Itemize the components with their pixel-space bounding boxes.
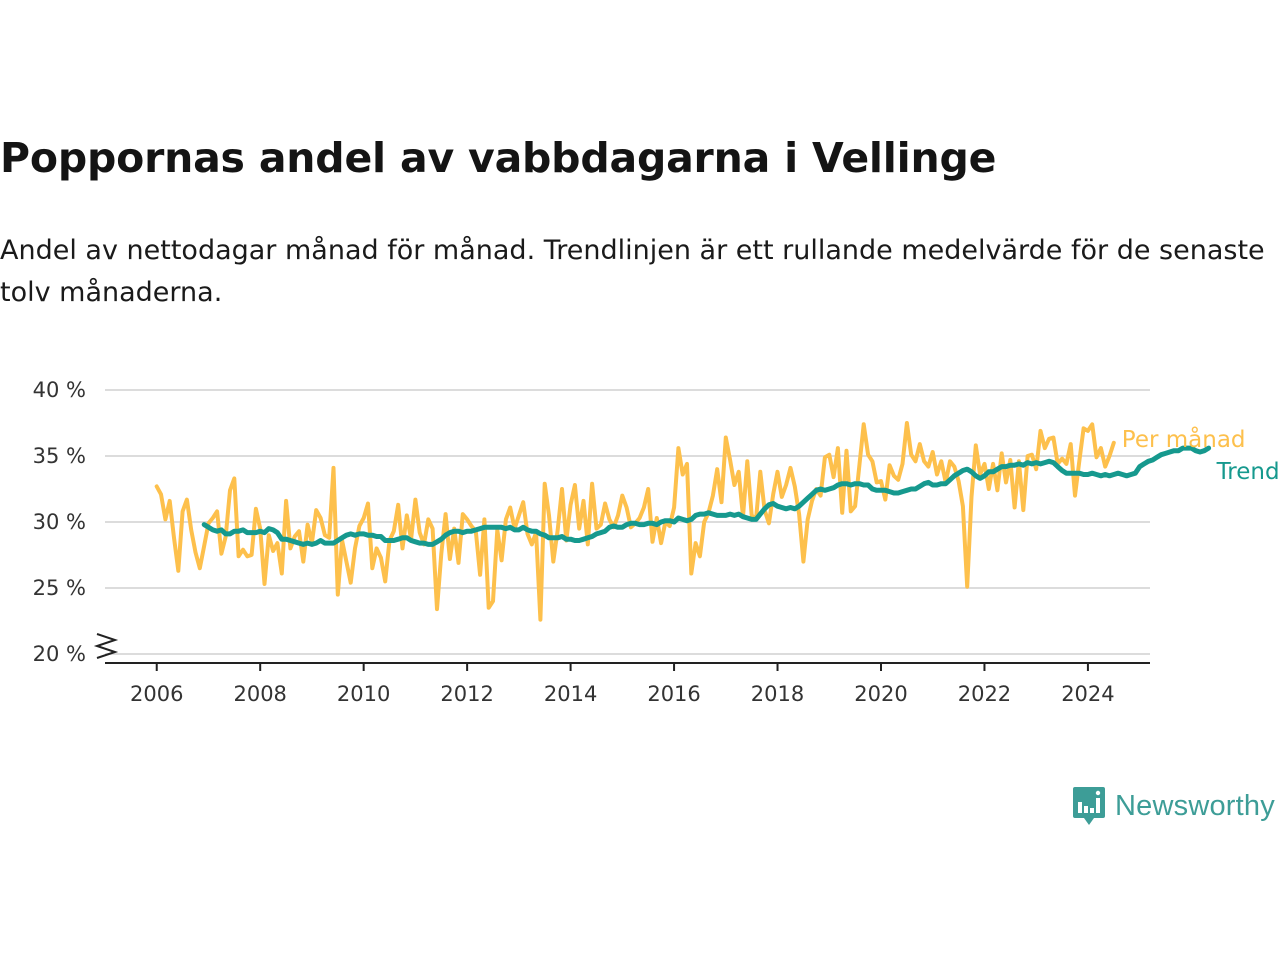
y-tick-label: 40 %	[33, 378, 86, 402]
x-tick-label: 2010	[337, 682, 390, 706]
y-tick-label: 30 %	[33, 510, 86, 534]
x-tick-label: 2022	[958, 682, 1011, 706]
axes	[93, 633, 1150, 664]
x-tick-label: 2014	[544, 682, 597, 706]
x-tick-label: 2012	[440, 682, 493, 706]
y-tick-label: 25 %	[33, 576, 86, 600]
brand-logo[interactable]: Newsworthy	[1072, 784, 1275, 828]
x-tick-label: 2024	[1061, 682, 1114, 706]
series-labels: Per månad Trend	[1122, 425, 1280, 485]
x-axis-ticks: 2006 2008 2010 2012 2014 2016 2018 2020 2022 2024	[130, 663, 1115, 706]
x-tick-label: 2016	[647, 682, 700, 706]
x-tick-label: 2018	[751, 682, 804, 706]
x-tick-label: 2020	[854, 682, 907, 706]
series-label-monthly: Per månad	[1122, 425, 1246, 453]
trend-line	[201, 445, 1212, 547]
chart-subtitle: Andel av nettodagar månad för månad. Tre…	[0, 235, 1265, 308]
y-axis-ticks: 20 % 25 % 30 % 35 % 40 %	[33, 378, 86, 666]
chart-title: Poppornas andel av vabbdagarna i Velling…	[0, 134, 997, 182]
series-lines	[154, 421, 1212, 622]
x-tick-label: 2006	[130, 682, 183, 706]
y-tick-label: 20 %	[33, 642, 86, 666]
series-label-trend: Trend	[1216, 459, 1280, 485]
brand-name: Newsworthy	[1115, 789, 1275, 822]
line-chart: 20 % 25 % 30 % 35 % 40 % 2006 2008 2010 2012 201…	[33, 378, 1280, 706]
newsworthy-logo-icon	[1073, 787, 1105, 825]
axis-break-icon	[93, 633, 119, 659]
y-tick-label: 35 %	[33, 444, 86, 468]
x-tick-label: 2008	[233, 682, 286, 706]
